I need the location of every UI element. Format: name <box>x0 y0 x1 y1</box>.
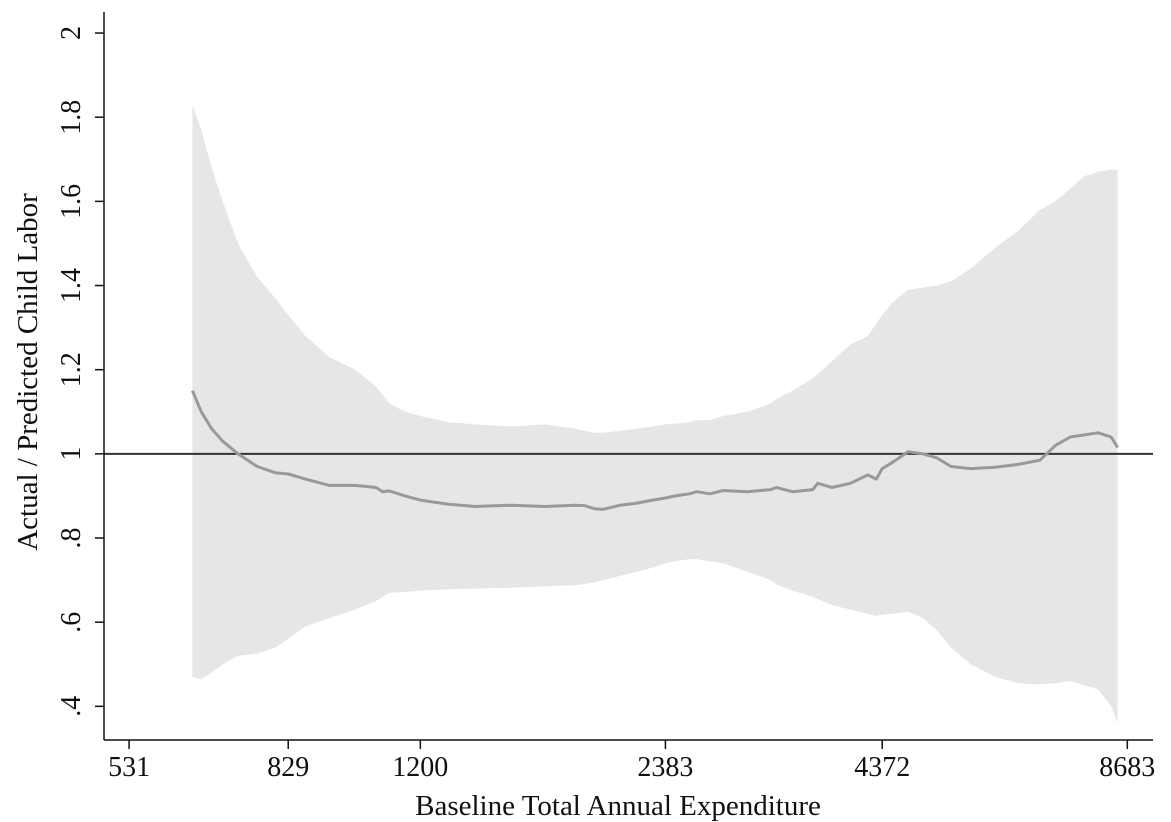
y-tick-label: 1 <box>56 447 87 461</box>
ratio-line <box>191 390 1119 511</box>
x-axis-ticks: 531 829 1200 2383 4372 8683 <box>108 740 1155 783</box>
axes: .4 .6 .8 1 1.2 1.4 1.6 1.8 2 531 829 1200 2383 4372 8… <box>56 12 1155 783</box>
y-tick-label: .6 <box>56 612 87 633</box>
x-tick-label: 829 <box>267 752 309 783</box>
x-axis-title: Baseline Total Annual Expenditure <box>415 790 821 822</box>
y-axis-title: Actual / Predicted Child Labor <box>12 193 44 551</box>
plot-area <box>104 104 1153 724</box>
y-tick-label: 1.6 <box>56 184 87 219</box>
x-tick-label: 2383 <box>637 752 693 783</box>
x-tick-label: 4372 <box>854 752 910 783</box>
confidence-band <box>192 104 1118 724</box>
y-tick-label: 1.2 <box>56 352 87 387</box>
x-tick-label: 531 <box>108 752 150 783</box>
y-tick-label: 1.4 <box>56 268 87 303</box>
y-tick-label: .4 <box>56 696 87 717</box>
y-tick-label: 1.8 <box>56 100 87 135</box>
y-axis-ticks: .4 .6 .8 1 1.2 1.4 1.6 1.8 2 <box>56 26 104 717</box>
x-tick-label: 8683 <box>1099 752 1155 783</box>
y-tick-label: .8 <box>56 528 87 549</box>
y-tick-label: 2 <box>56 26 87 40</box>
x-tick-label: 1200 <box>392 752 448 783</box>
